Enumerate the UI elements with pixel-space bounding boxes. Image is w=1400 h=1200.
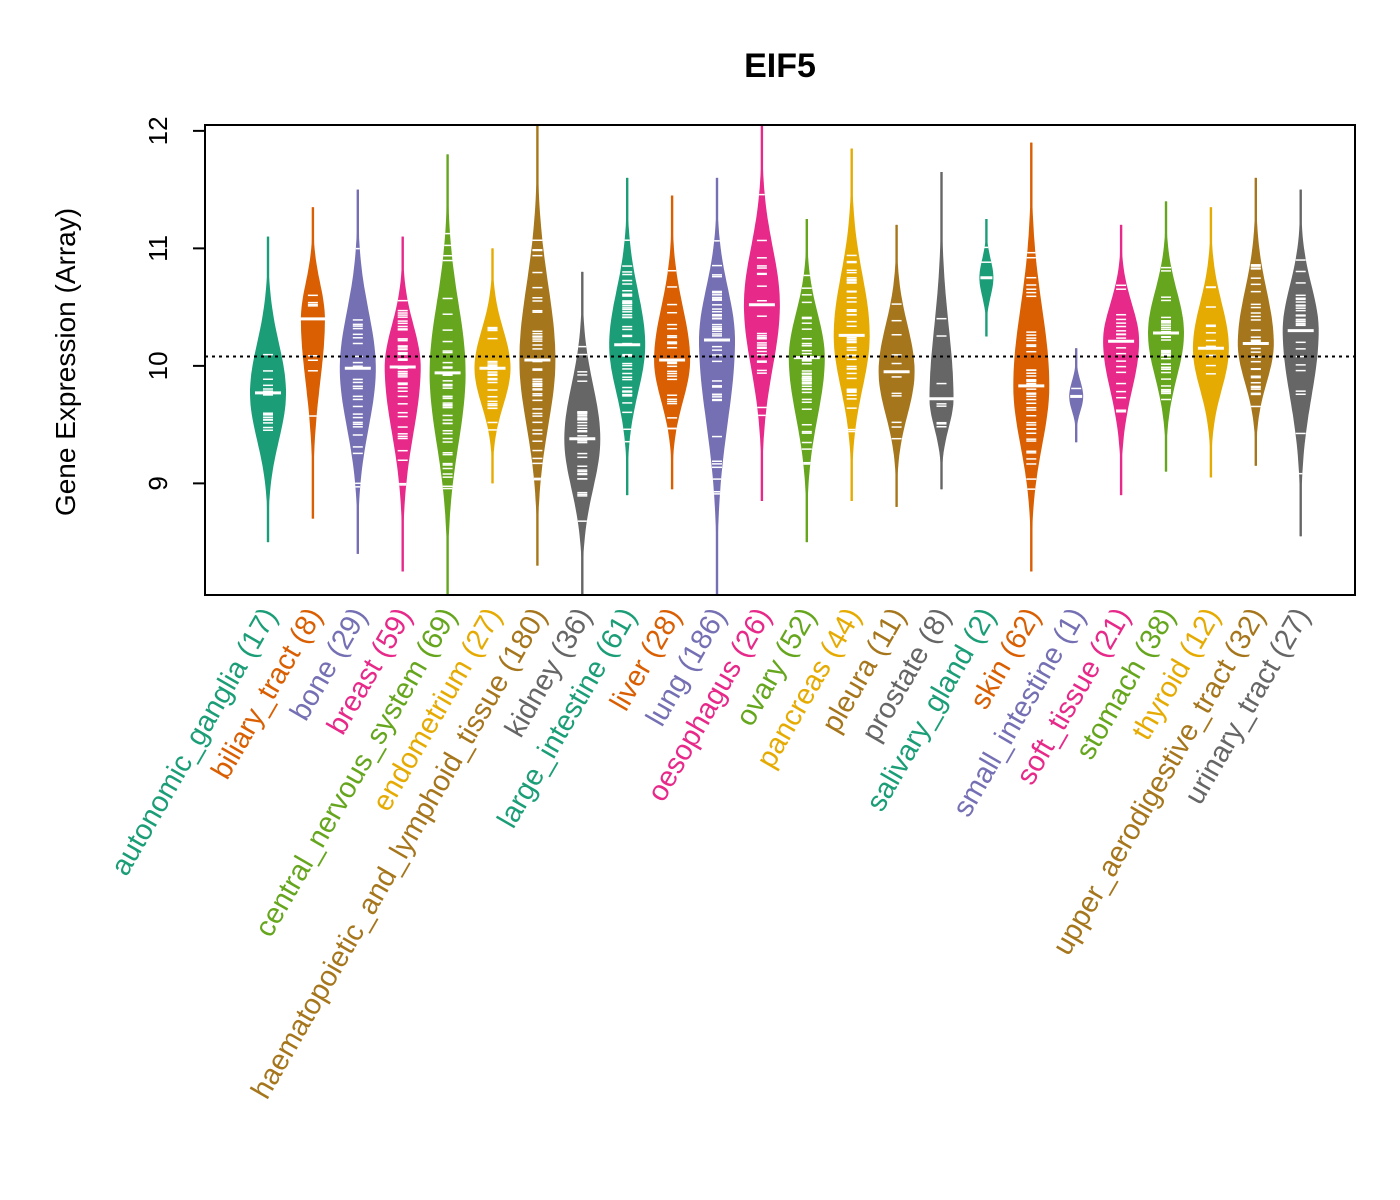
violin-group — [250, 125, 1319, 595]
violin-body — [339, 189, 376, 554]
y-tick-label: 12 — [143, 116, 173, 145]
y-axis: 9 10 11 12 — [143, 116, 205, 491]
violin-body — [1192, 207, 1229, 478]
plot-frame — [204, 124, 1356, 596]
violin-body — [743, 125, 780, 501]
violin-body — [878, 224, 915, 507]
violin-body — [564, 271, 601, 595]
violin-body — [833, 148, 870, 501]
violin-body — [1237, 177, 1274, 466]
violin-body — [1103, 224, 1140, 496]
y-tick-label: 9 — [143, 476, 173, 490]
y-axis-label: Gene Expression (Array) — [50, 208, 81, 516]
violin-body — [300, 207, 325, 519]
x-axis-category-labels: autonomic_ganglia (17)biliary_tract (8)b… — [105, 603, 1317, 1105]
y-tick-label: 10 — [143, 351, 173, 380]
y-tick-label: 11 — [143, 235, 173, 262]
violin-body — [1282, 189, 1319, 537]
violin-body — [929, 172, 954, 490]
chart-title: EIF5 — [744, 47, 816, 85]
